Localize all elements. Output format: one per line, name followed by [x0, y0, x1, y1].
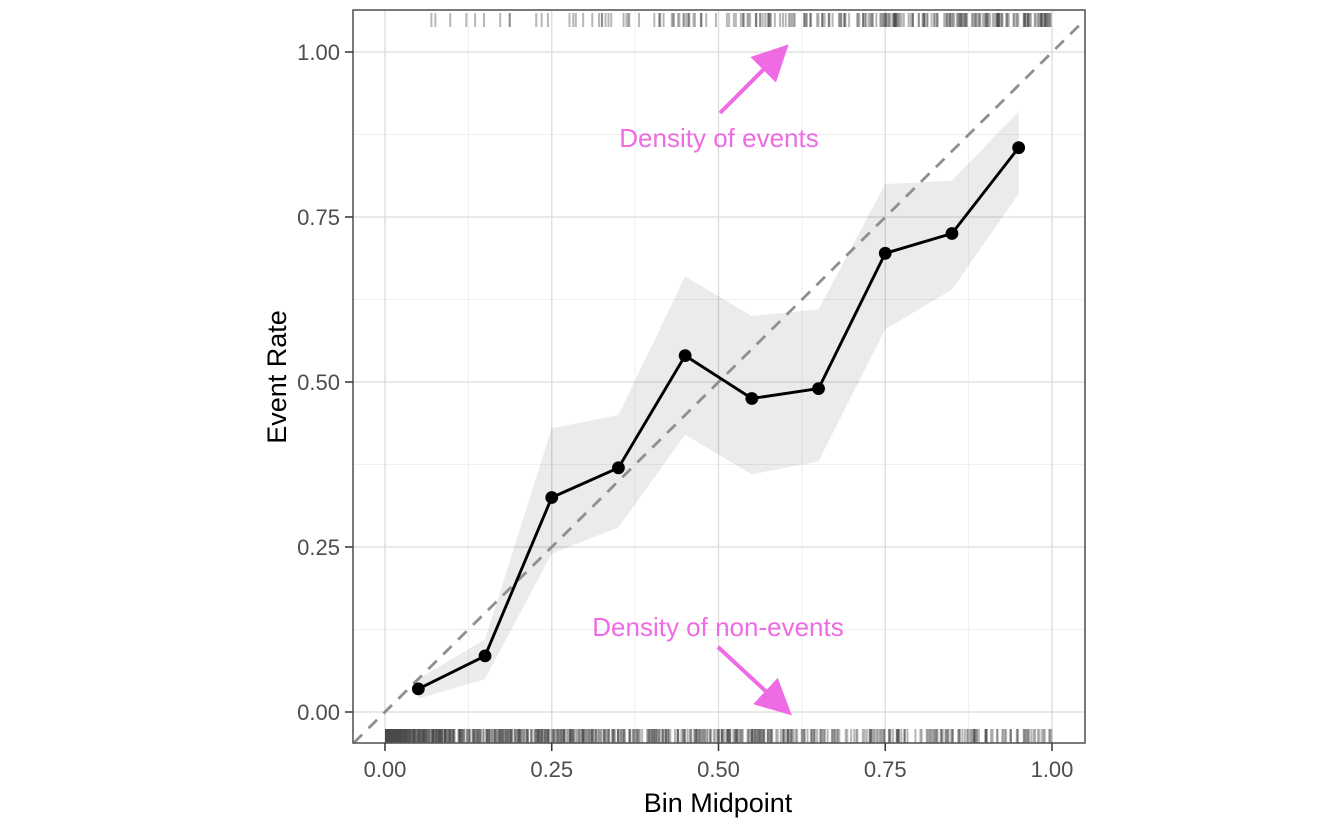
event-rate-point — [745, 392, 759, 405]
x-tick-label: 0.50 — [697, 757, 740, 782]
x-axis-title: Bin Midpoint — [644, 788, 793, 818]
x-tick-label: 0.25 — [530, 757, 573, 782]
event-rate-point — [612, 461, 625, 475]
event-rate-line — [417, 146, 1020, 691]
annotation-arrow — [718, 44, 789, 115]
calibration-line — [417, 146, 1020, 691]
rug-marks — [385, 13, 1053, 743]
y-tick-label: 0.25 — [297, 535, 340, 560]
annotation-label-non-events: Density of non-events — [592, 612, 843, 642]
axes: Bin Midpoint Event Rate 0.00 0.25 0.50 0.75… — [262, 40, 1073, 818]
event-rate-point — [478, 649, 492, 663]
y-tick-label: 0.50 — [297, 370, 340, 395]
event-rate-point — [678, 349, 692, 362]
event-rate-point — [878, 246, 892, 260]
x-tick-label: 1.00 — [1031, 757, 1074, 782]
diagonal-dashed-line — [352, 18, 1086, 744]
y-tick-label: 0.00 — [297, 700, 340, 725]
event-rate-point — [1012, 141, 1026, 155]
ribbon-polygon — [418, 111, 1019, 699]
event-rate-point — [545, 491, 559, 504]
calibration-points — [411, 141, 1026, 696]
annotation-label-events: Density of events — [619, 123, 818, 153]
identity-reference-line — [352, 18, 1086, 744]
event-rate-point — [945, 227, 959, 240]
x-tick-label: 0.00 — [364, 757, 407, 782]
y-tick-label: 0.75 — [297, 205, 340, 230]
annotation-arrow — [716, 645, 792, 716]
annotations: Density of events Density of non-events — [592, 44, 844, 716]
confidence-ribbon — [418, 111, 1019, 699]
event-rate-point — [812, 382, 825, 395]
x-tick-label: 0.75 — [864, 757, 907, 782]
event-rate-point — [411, 682, 425, 696]
y-axis-title: Event Rate — [262, 310, 292, 444]
y-tick-label: 1.00 — [297, 40, 340, 65]
